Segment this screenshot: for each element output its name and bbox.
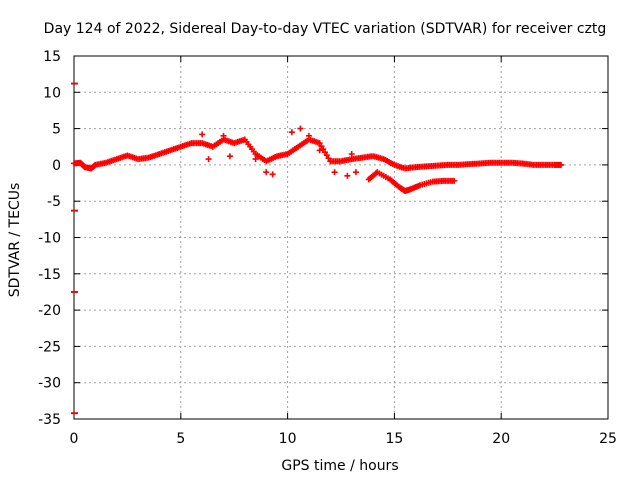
y-tick-label: -25 <box>38 339 61 355</box>
data-point <box>269 171 276 178</box>
data-point <box>199 131 206 138</box>
series-main <box>71 136 565 172</box>
data-point <box>252 156 259 163</box>
data-point <box>451 177 458 184</box>
data-point <box>297 125 304 132</box>
x-tick-label: 10 <box>279 431 297 447</box>
x-tick-labels: 0 5 10 15 20 25 <box>70 431 617 447</box>
y-tick-label: -30 <box>38 376 61 392</box>
data-point <box>226 153 233 160</box>
data-point <box>318 143 325 150</box>
y-tick-label: -20 <box>38 303 61 319</box>
chart-title: Day 124 of 2022, Sidereal Day-to-day VTE… <box>44 21 607 37</box>
y-tick-label: -10 <box>38 231 61 247</box>
y-tick-labels: 15 10 5 0 -5 -10 -15 -20 -25 -30 -35 <box>38 49 61 428</box>
data-point <box>263 169 270 176</box>
x-tick-label: 5 <box>176 431 185 447</box>
x-tick-label: 25 <box>599 431 617 447</box>
y-tick-label: 5 <box>52 122 61 138</box>
data-point <box>320 146 327 153</box>
data-point <box>321 149 328 156</box>
y-tick-label: -35 <box>38 412 61 428</box>
y-tick-label: -15 <box>38 267 61 283</box>
data-point <box>316 147 323 154</box>
data-points <box>71 82 565 415</box>
data-point <box>325 155 332 162</box>
data-point <box>316 140 323 147</box>
axis-ticks <box>73 55 609 420</box>
y-tick-label: 15 <box>43 49 61 65</box>
y-tick-label: -5 <box>47 194 61 210</box>
x-tick-label: 20 <box>492 431 510 447</box>
data-point <box>220 132 227 139</box>
data-point <box>348 151 355 158</box>
data-point <box>558 161 565 168</box>
series-spikes <box>199 125 359 179</box>
data-point <box>288 129 295 136</box>
data-point <box>323 152 330 159</box>
data-point <box>331 169 338 176</box>
y-tick-label: 10 <box>43 85 61 101</box>
data-point <box>352 169 359 176</box>
series-dip <box>365 169 458 195</box>
x-tick-label: 15 <box>385 431 403 447</box>
data-point <box>344 172 351 179</box>
series-axis-markers <box>71 82 78 415</box>
data-point <box>305 132 312 139</box>
x-axis-label: GPS time / hours <box>281 458 398 474</box>
data-point <box>205 156 212 163</box>
y-tick-label: 0 <box>52 158 61 174</box>
grid-lines <box>74 56 608 419</box>
x-tick-label: 0 <box>70 431 79 447</box>
y-axis-label: SDTVAR / TECUs <box>7 183 23 298</box>
